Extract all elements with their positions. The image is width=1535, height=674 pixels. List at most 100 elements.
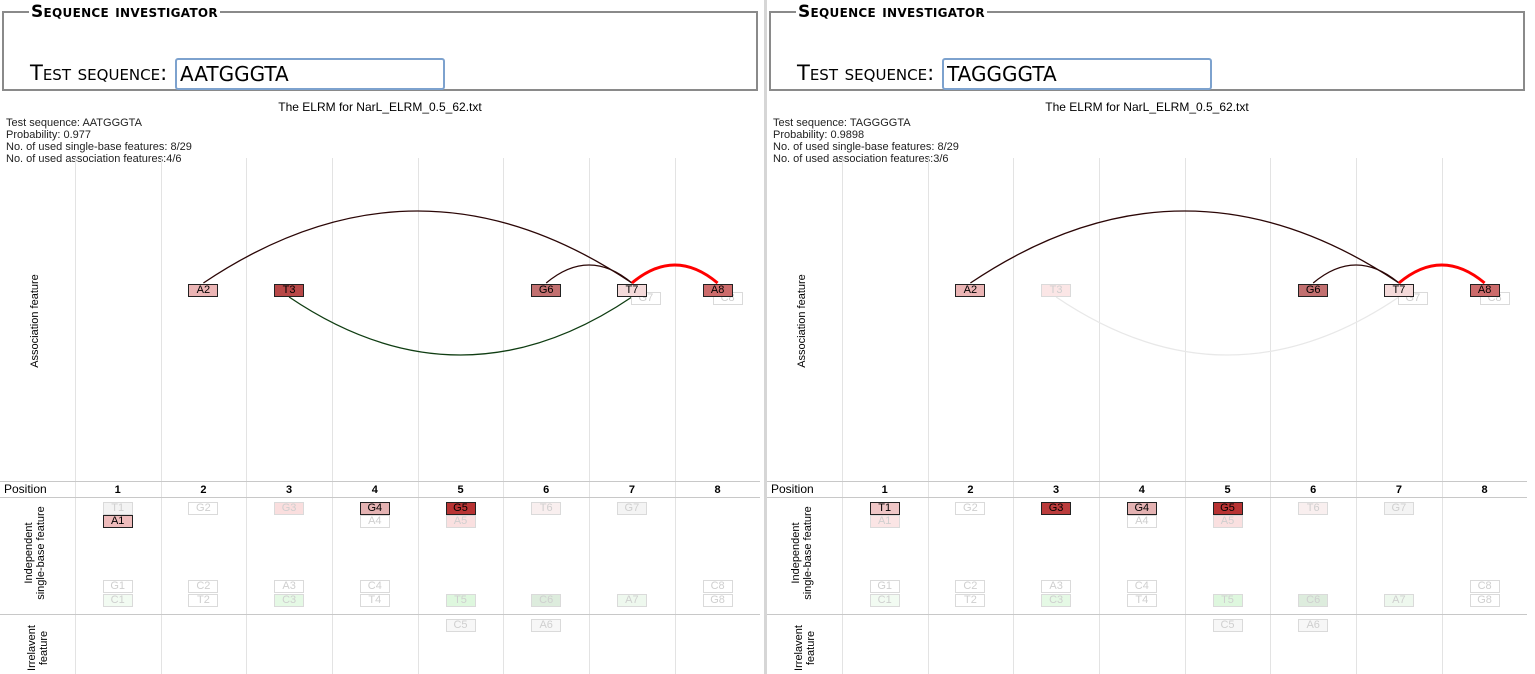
investigator-panel-left: Sequence investigator Test sequence: The… [0,0,760,674]
grid-line [927,158,929,674]
feature-box-a7: A7 [1383,594,1414,607]
feature-box-t3: T3 [1041,284,1072,297]
info-single-base-count: No. of used single-base features: 8/29 [6,141,192,153]
grid-line [589,158,591,674]
association-arcs [970,210,1486,356]
grid-line [1441,158,1443,674]
irrelevant-divider [0,614,760,615]
feature-box-g8: G8 [1469,594,1500,607]
feature-box-a2: A2 [188,284,219,297]
feature-box-a1: A1 [102,515,133,528]
association-arc [970,210,1400,284]
position-number: 5 [457,484,464,496]
feature-box-a3: A3 [1041,580,1072,593]
position-divider-top [0,481,760,482]
grid-line [841,158,843,674]
feature-box-a1: A1 [869,515,900,528]
feature-box-c8: C8 [702,580,733,593]
position-number: 8 [714,484,721,496]
grid-line [1356,158,1358,674]
feature-box-g1: G1 [102,580,133,593]
feature-box-g6: G6 [1298,284,1329,297]
info-block: Test sequence: AATGGGTA Probability: 0.9… [6,117,192,165]
feature-box-a5: A5 [1212,515,1243,528]
info-probability: Probability: 0.977 [6,129,91,141]
feature-box-a8: A8 [702,284,733,297]
feature-box-c2: C2 [188,580,219,593]
section-title: Sequence investigator [798,2,985,22]
position-number: 7 [628,484,635,496]
info-association-count: No. of used association features:3/6 [773,153,949,165]
association-arcs [203,210,719,356]
feature-box-a2: A2 [955,284,986,297]
feature-box-t3: T3 [274,284,305,297]
feature-box-t7: T7 [1383,284,1414,297]
feature-box-a8: A8 [1469,284,1500,297]
feature-box-t4: T4 [1126,594,1157,607]
feature-box-c2: C2 [955,580,986,593]
feature-box-a7: A7 [616,594,647,607]
test-sequence-input[interactable] [942,58,1212,90]
test-sequence-input[interactable] [175,58,445,90]
feature-box-c3: C3 [274,594,305,607]
feature-box-g1: G1 [869,580,900,593]
test-sequence-label: Test sequence: [30,61,168,85]
association-arc [545,264,633,284]
feature-box-t2: T2 [955,594,986,607]
feature-box-t7: T7 [616,284,647,297]
feature-box-t4: T4 [359,594,390,607]
feature-box-a6: A6 [1298,619,1329,632]
feature-box-g6: G6 [531,284,562,297]
irrelevant-divider [767,614,1527,615]
position-number: 1 [881,484,888,496]
investigator-panel-right: Sequence investigator Test sequence: The… [767,0,1527,674]
feature-box-t5: T5 [445,594,476,607]
feature-box-g7: G7 [1383,502,1414,515]
feature-box-c5: C5 [1212,619,1243,632]
feature-box-g7: G7 [616,502,647,515]
feature-box-a5: A5 [445,515,476,528]
grid-line [74,158,76,674]
feature-box-t1: T1 [102,502,133,515]
position-number: 3 [1053,484,1060,496]
grid-line [1013,158,1015,674]
feature-box-t6: T6 [531,502,562,515]
feature-box-g2: G2 [188,502,219,515]
position-number: 8 [1481,484,1488,496]
info-single-base-count: No. of used single-base features: 8/29 [773,141,959,153]
position-label: Position [771,482,814,496]
association-arc [288,296,633,356]
feature-box-g2: G2 [955,502,986,515]
grid-line [246,158,248,674]
grid-line [674,158,676,674]
position-number: 4 [1138,484,1145,496]
grid-line [417,158,419,674]
feature-box-g5: G5 [445,502,476,515]
association-arc [203,210,633,284]
info-test-sequence: Test sequence: TAGGGGTA [773,117,911,129]
feature-box-c1: C1 [102,594,133,607]
info-association-count: No. of used association features:4/6 [6,153,182,165]
position-number: 3 [286,484,293,496]
info-block: Test sequence: TAGGGGTA Probability: 0.9… [773,117,959,165]
feature-box-c3: C3 [1041,594,1072,607]
feature-box-c5: C5 [445,619,476,632]
feature-box-a4: A4 [359,515,390,528]
feature-box-a3: A3 [274,580,305,593]
position-number: 7 [1395,484,1402,496]
section-title: Sequence investigator [31,2,218,22]
grid-line [331,158,333,674]
sequence-investigator-box: Sequence investigator Test sequence: [769,3,1525,91]
feature-box-c6: C6 [531,594,562,607]
association-arc [1055,296,1400,356]
association-arc [1312,264,1400,284]
feature-box-g4: G4 [1126,502,1157,515]
grid-line [1270,158,1272,674]
position-number: 4 [371,484,378,496]
feature-box-g3: G3 [274,502,305,515]
position-number: 6 [543,484,550,496]
feature-box-c8: C8 [1469,580,1500,593]
grid-line [1184,158,1186,674]
position-number: 2 [967,484,974,496]
position-divider-bottom [767,497,1527,498]
